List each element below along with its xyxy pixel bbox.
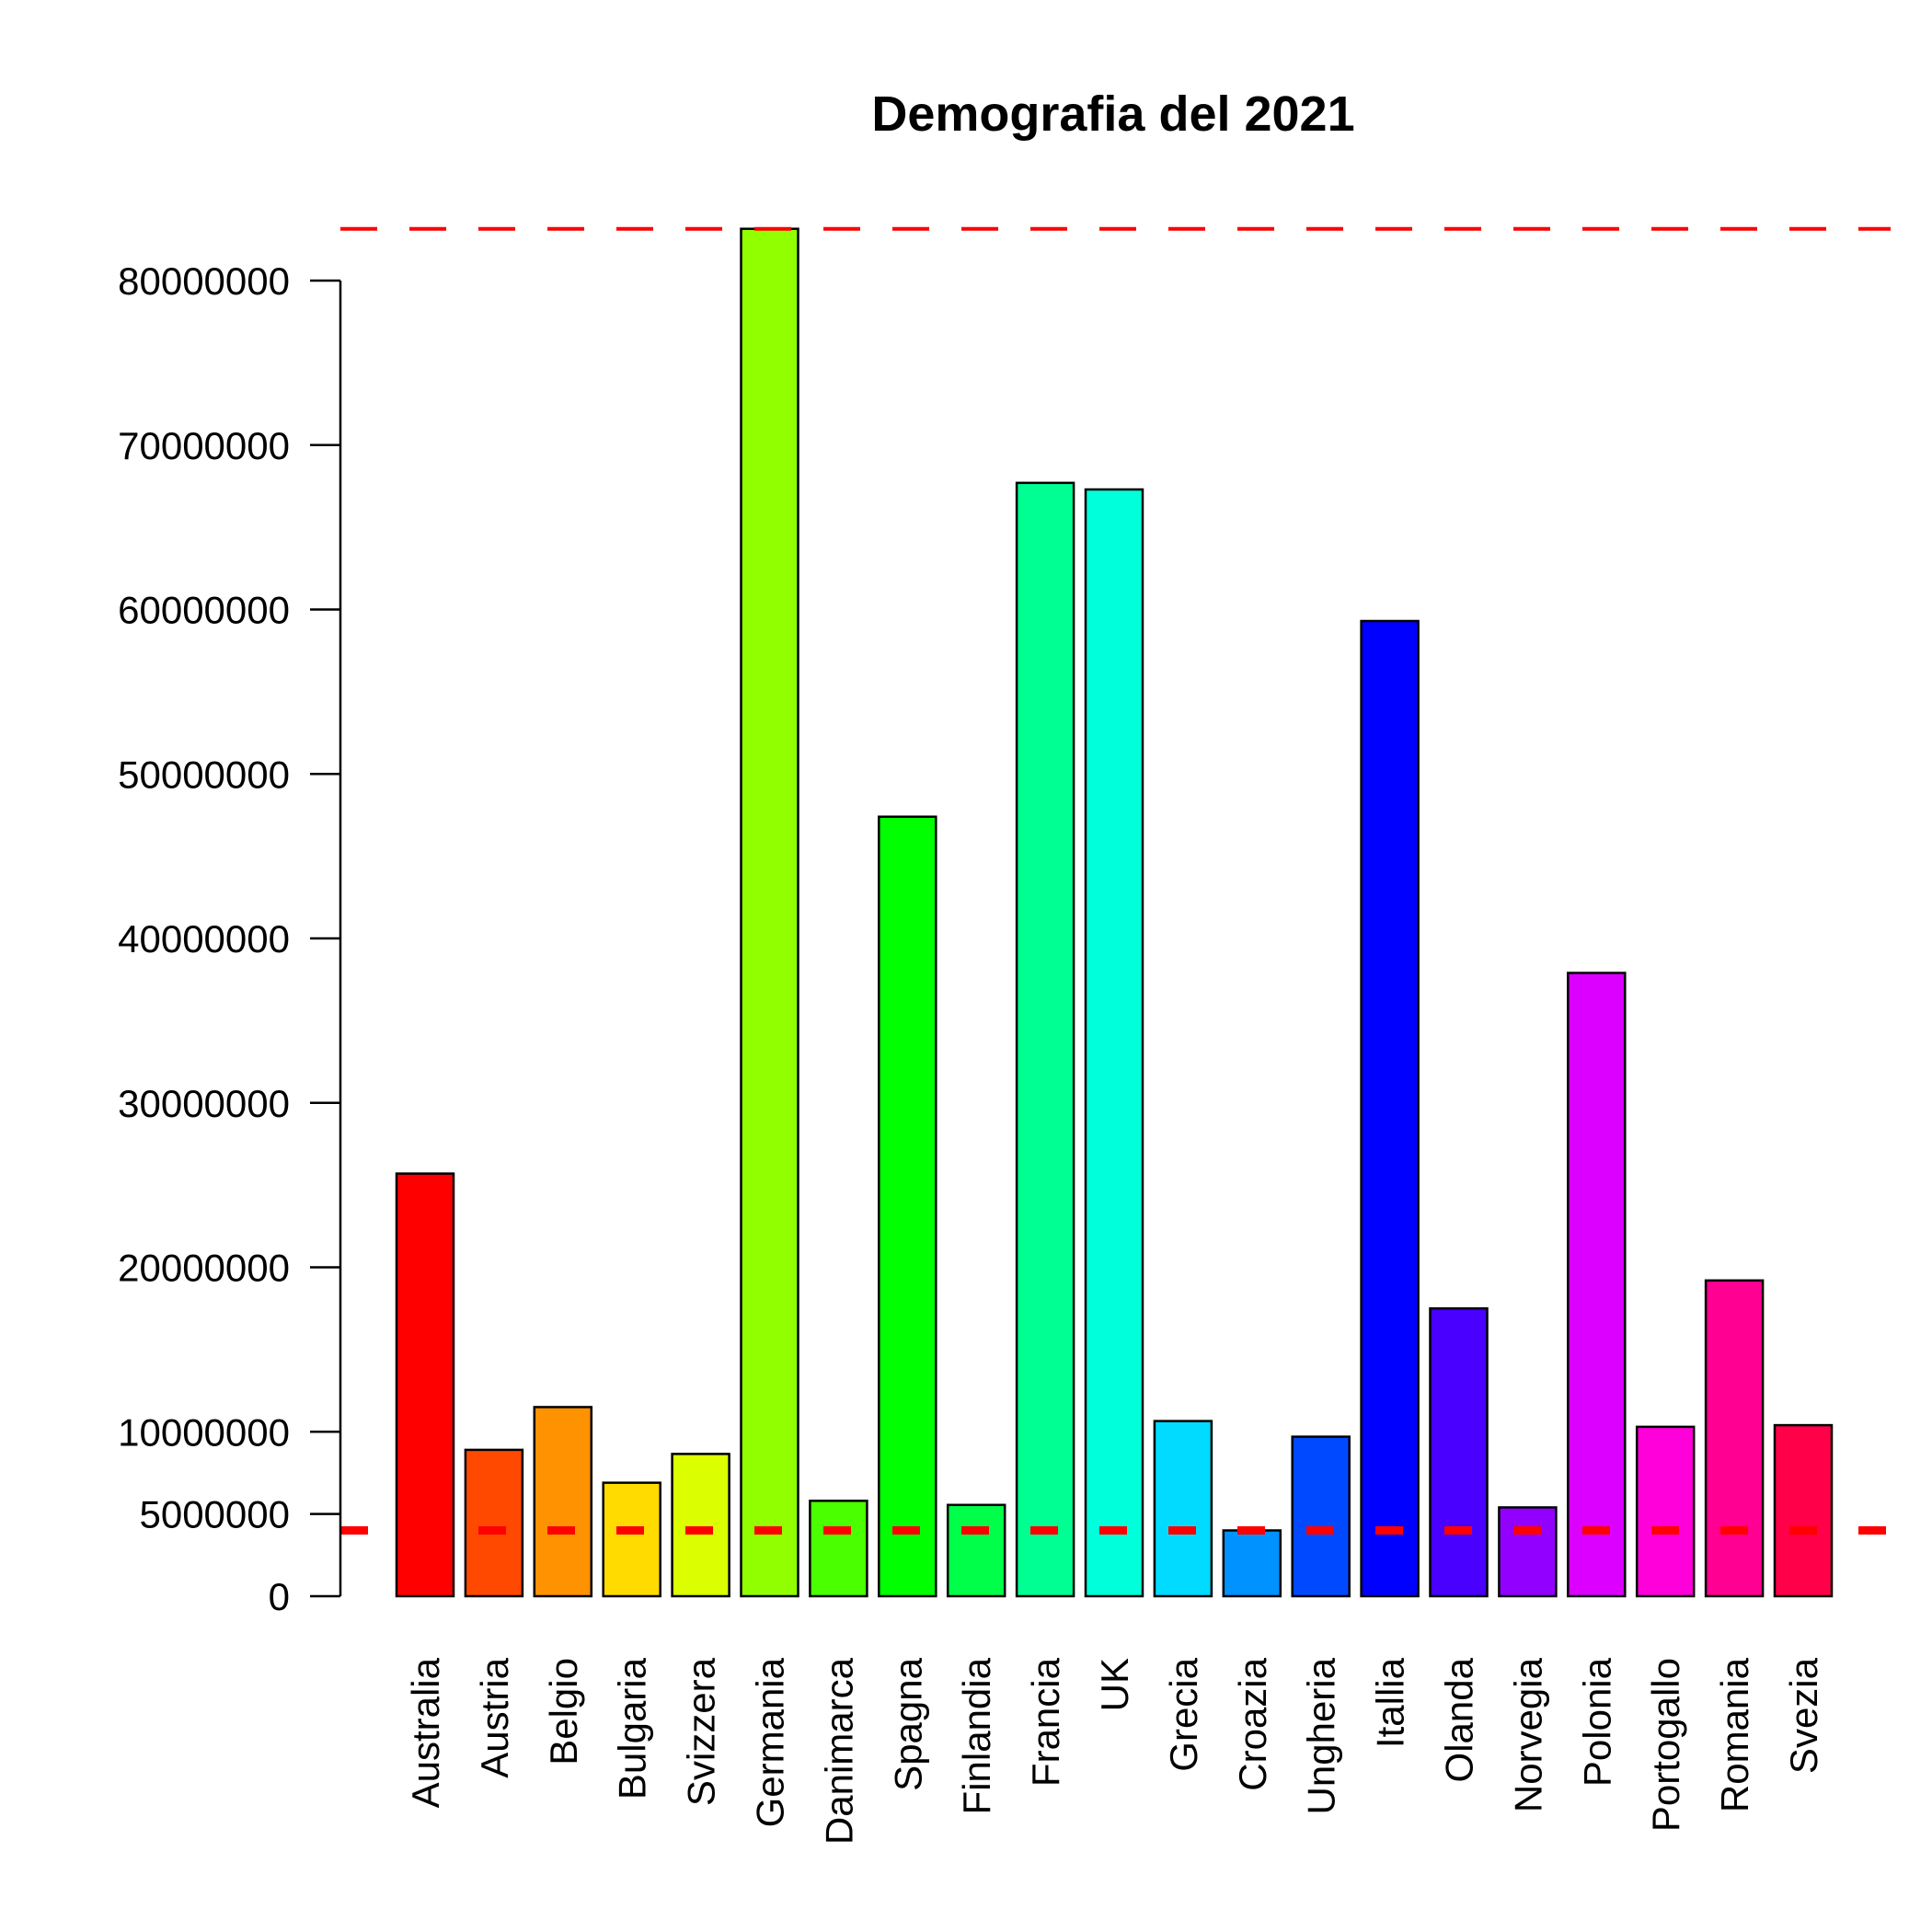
bar-australia — [395, 1172, 455, 1598]
x-category-label: Finlandia — [955, 1657, 998, 1814]
x-category-label: Australia — [404, 1657, 447, 1808]
y-tick-label: 30000000 — [118, 1082, 290, 1125]
x-category-label: Romania — [1713, 1657, 1756, 1812]
x-category-label: Danimarca — [817, 1657, 860, 1845]
x-category-label: Ungheria — [1300, 1657, 1343, 1814]
bar-finlandia — [946, 1503, 1006, 1598]
chart-title: Demografia del 2021 — [871, 86, 1354, 142]
y-tick-label: 70000000 — [118, 424, 290, 467]
x-category-label: Croazia — [1231, 1657, 1274, 1790]
x-category-label: Portogallo — [1644, 1658, 1687, 1832]
x-category-label: Itallia — [1369, 1657, 1412, 1748]
x-category-label: UK — [1093, 1658, 1136, 1711]
bar-bulgaria — [602, 1481, 661, 1598]
x-category-label: Svizzera — [680, 1657, 723, 1806]
bar-polonia — [1567, 972, 1627, 1598]
bar-germania — [740, 227, 799, 1598]
x-category-label: Polonia — [1575, 1657, 1618, 1787]
x-category-label: Germania — [749, 1657, 792, 1827]
bar-svizzera — [671, 1453, 730, 1598]
y-tick-label: 80000000 — [118, 259, 290, 303]
bar-romania — [1704, 1279, 1765, 1598]
bar-norvegia — [1498, 1506, 1558, 1598]
bar-croazia — [1222, 1529, 1282, 1598]
bar-svezia — [1773, 1423, 1834, 1598]
bar-francia — [1015, 481, 1075, 1598]
y-tick-label: 5000000 — [139, 1493, 290, 1536]
y-tick-label: 40000000 — [118, 917, 290, 960]
reference-lines-group — [340, 226, 1891, 1535]
x-category-label: Francia — [1024, 1657, 1067, 1787]
bar-uk — [1084, 488, 1144, 1598]
x-category-label: Spagna — [886, 1657, 929, 1790]
y-tick-label: 50000000 — [118, 753, 290, 796]
bar-spagna — [878, 815, 937, 1598]
x-category-label: Olanda — [1438, 1657, 1481, 1782]
x-category-label: Svezia — [1782, 1657, 1825, 1774]
y-tick-label: 60000000 — [118, 589, 290, 632]
y-tick-label: 10000000 — [118, 1410, 290, 1454]
x-category-label: Austria — [473, 1657, 516, 1777]
y-tick-label: 0 — [269, 1575, 290, 1618]
x-axis-labels: Australia Austria Belgio Bulgaria Svizzera Ge… — [404, 1657, 1825, 1845]
bar-olanda — [1429, 1306, 1489, 1598]
bars-group — [395, 227, 1834, 1598]
x-category-label: Norvegia — [1506, 1657, 1549, 1812]
y-tick-label: 20000000 — [118, 1247, 290, 1290]
bar-ungheria — [1291, 1435, 1351, 1598]
bar-portogallo — [1635, 1425, 1696, 1598]
bar-itallia — [1360, 619, 1420, 1598]
bar-austria — [464, 1448, 524, 1598]
bar-danimarca — [809, 1500, 868, 1598]
x-category-label: Bulgaria — [611, 1657, 654, 1800]
y-axis: 0 5000000 10000000 20000000 30000000 40000000… — [118, 259, 342, 1618]
x-category-label: Belgio — [542, 1658, 585, 1765]
bar-belgio — [533, 1406, 593, 1598]
x-category-label: Grecia — [1162, 1657, 1205, 1771]
bar-grecia — [1153, 1420, 1213, 1598]
